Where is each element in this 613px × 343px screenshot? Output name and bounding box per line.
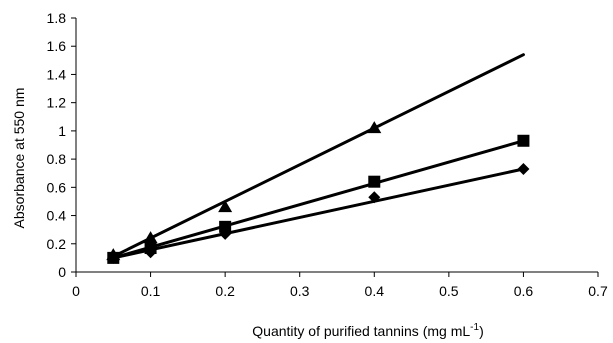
x-tick-labels: 0 0.1 0.2 0.3 0.4 0.5 0.6 0.7 — [72, 283, 608, 299]
data-point-diamond — [368, 191, 381, 204]
y-tick-label: 0.2 — [47, 236, 67, 252]
x-tick-label: 0.4 — [365, 283, 385, 299]
y-tick-labels: 0 0.2 0.4 0.6 0.8 1 1.2 1.4 1.6 1.8 — [47, 10, 67, 280]
x-tick-label: 0.7 — [588, 283, 608, 299]
trendline-diamond — [111, 167, 525, 260]
y-tick-label: 0.8 — [47, 151, 67, 167]
trendline-square — [111, 139, 525, 260]
y-tick-label: 1.2 — [47, 95, 67, 111]
y-tick-label: 1.4 — [47, 66, 67, 82]
axes — [71, 17, 599, 277]
y-tick-label: 0 — [58, 264, 66, 280]
y-tick-label: 1.8 — [47, 10, 67, 26]
data-point-diamond — [219, 227, 232, 240]
y-tick-label: 1.6 — [47, 38, 67, 54]
data-point-square — [517, 134, 530, 147]
data-point-diamond — [517, 162, 530, 175]
y-axis-label: Absorbance at 550 nm — [11, 88, 27, 229]
x-tick-label: 0.2 — [215, 283, 235, 299]
x-tick-label: 0 — [72, 283, 80, 299]
data-point-diamond — [107, 251, 120, 264]
data-point-triangle — [218, 200, 233, 213]
x-tick-label: 0.6 — [514, 283, 534, 299]
x-tick-label: 0.1 — [141, 283, 161, 299]
x-tick-label: 0.3 — [290, 283, 310, 299]
x-axis-label-sup: -1 — [470, 322, 479, 333]
data-point-square — [219, 220, 232, 233]
x-axis-label-end: ) — [479, 323, 484, 339]
x-tick-label: 0.5 — [439, 283, 459, 299]
x-axis-label-main: Quantity of purified tannins (mg mL — [252, 323, 470, 339]
data-point-triangle — [367, 121, 382, 134]
y-tick-label: 0.4 — [47, 208, 67, 224]
series-layer — [106, 53, 530, 264]
data-point-diamond — [144, 246, 157, 259]
data-point-triangle — [143, 231, 158, 244]
y-tick-label: 0.6 — [47, 179, 67, 195]
x-axis-label: Quantity of purified tannins (mg mL-1) — [252, 322, 483, 339]
y-tick-label: 1 — [58, 123, 66, 139]
series-diamond — [107, 162, 530, 264]
data-point-square — [368, 175, 381, 188]
trendline-triangle — [111, 53, 525, 258]
